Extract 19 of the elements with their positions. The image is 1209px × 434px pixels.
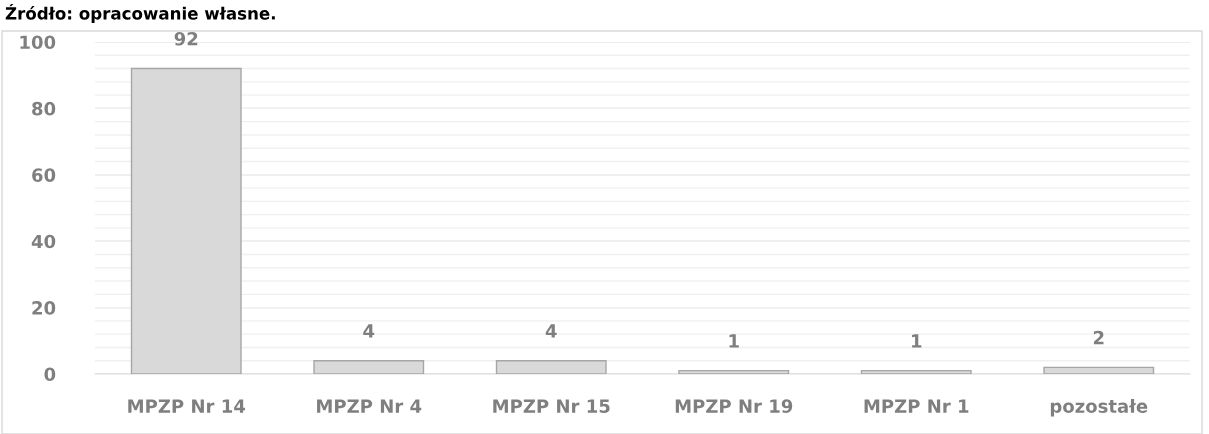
y-tick-label: 60 xyxy=(32,168,56,182)
x-tick-label: MPZP Nr 4 xyxy=(317,399,422,413)
x-tick-label: MPZP Nr 14 xyxy=(128,399,246,413)
y-tick-label: 100 xyxy=(20,35,56,50)
data-label: 92 xyxy=(174,31,198,46)
x-tick-label: MPZP Nr 15 xyxy=(493,399,610,413)
y-tick-label: 80 xyxy=(32,101,56,116)
data-label: 1 xyxy=(729,334,739,348)
y-tick-label: 0 xyxy=(44,367,56,382)
y-tick-label: 20 xyxy=(32,301,56,315)
data-label: 1 xyxy=(912,334,922,348)
x-tick-label: MPZP Nr 1 xyxy=(864,399,969,413)
y-tick-label: 40 xyxy=(31,234,56,249)
x-tick-label: pozostałe xyxy=(1050,399,1148,417)
text: Źródło: opracowanie własne. xyxy=(5,4,275,23)
data-label: 2 xyxy=(1093,330,1104,345)
data-label: 4 xyxy=(363,324,375,338)
x-tick-label: MPZP Nr 19 xyxy=(675,399,793,413)
data-label: 4 xyxy=(545,324,557,338)
